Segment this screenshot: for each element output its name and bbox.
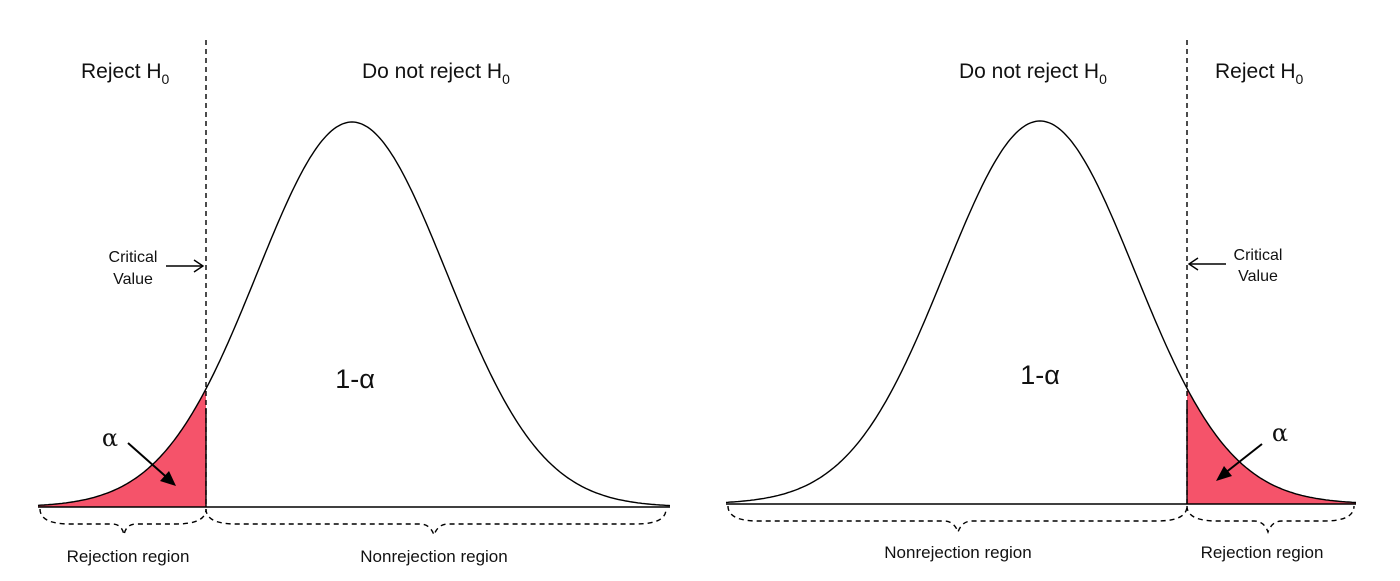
left-tailed-panel: Reject H0 Do not reject H0 Critical Valu… <box>37 40 671 566</box>
right-critical-arrow <box>1187 257 1226 271</box>
left-rejection-brace <box>39 508 207 536</box>
left-alpha-arrow <box>127 442 176 486</box>
right-rejection-brace <box>1186 505 1355 535</box>
left-rejection-region-label: Rejection region <box>67 547 190 566</box>
right-alpha-arrow <box>1216 443 1263 481</box>
right-reject-label: Reject H0 <box>1215 60 1304 87</box>
left-one-minus-alpha: 1-α <box>335 364 375 394</box>
right-critical-label-line1: Critical <box>1234 247 1283 264</box>
left-rejection-area <box>38 388 206 507</box>
left-bell-curve <box>37 121 671 507</box>
left-critical-label-line2: Value <box>113 271 153 288</box>
right-nonrejection-brace <box>727 505 1188 535</box>
right-one-minus-alpha: 1-α <box>1020 360 1060 390</box>
left-reject-label: Reject H0 <box>81 60 170 87</box>
right-critical-label-line2: Value <box>1238 268 1278 285</box>
right-tailed-panel: Do not reject H0 Reject H0 Critical Valu… <box>725 40 1357 562</box>
right-alpha-label: α <box>1272 419 1288 447</box>
right-do-not-reject-label: Do not reject H0 <box>959 60 1107 87</box>
right-bell-curve <box>725 120 1357 504</box>
left-do-not-reject-label: Do not reject H0 <box>362 60 510 87</box>
left-critical-label-line1: Critical <box>109 249 158 266</box>
left-nonrejection-region-label: Nonrejection region <box>360 547 507 566</box>
left-alpha-label: α <box>102 424 118 452</box>
right-rejection-region-label: Rejection region <box>1201 543 1324 562</box>
left-nonrejection-brace <box>205 508 667 538</box>
right-nonrejection-region-label: Nonrejection region <box>884 543 1031 562</box>
left-critical-arrow <box>166 259 205 273</box>
